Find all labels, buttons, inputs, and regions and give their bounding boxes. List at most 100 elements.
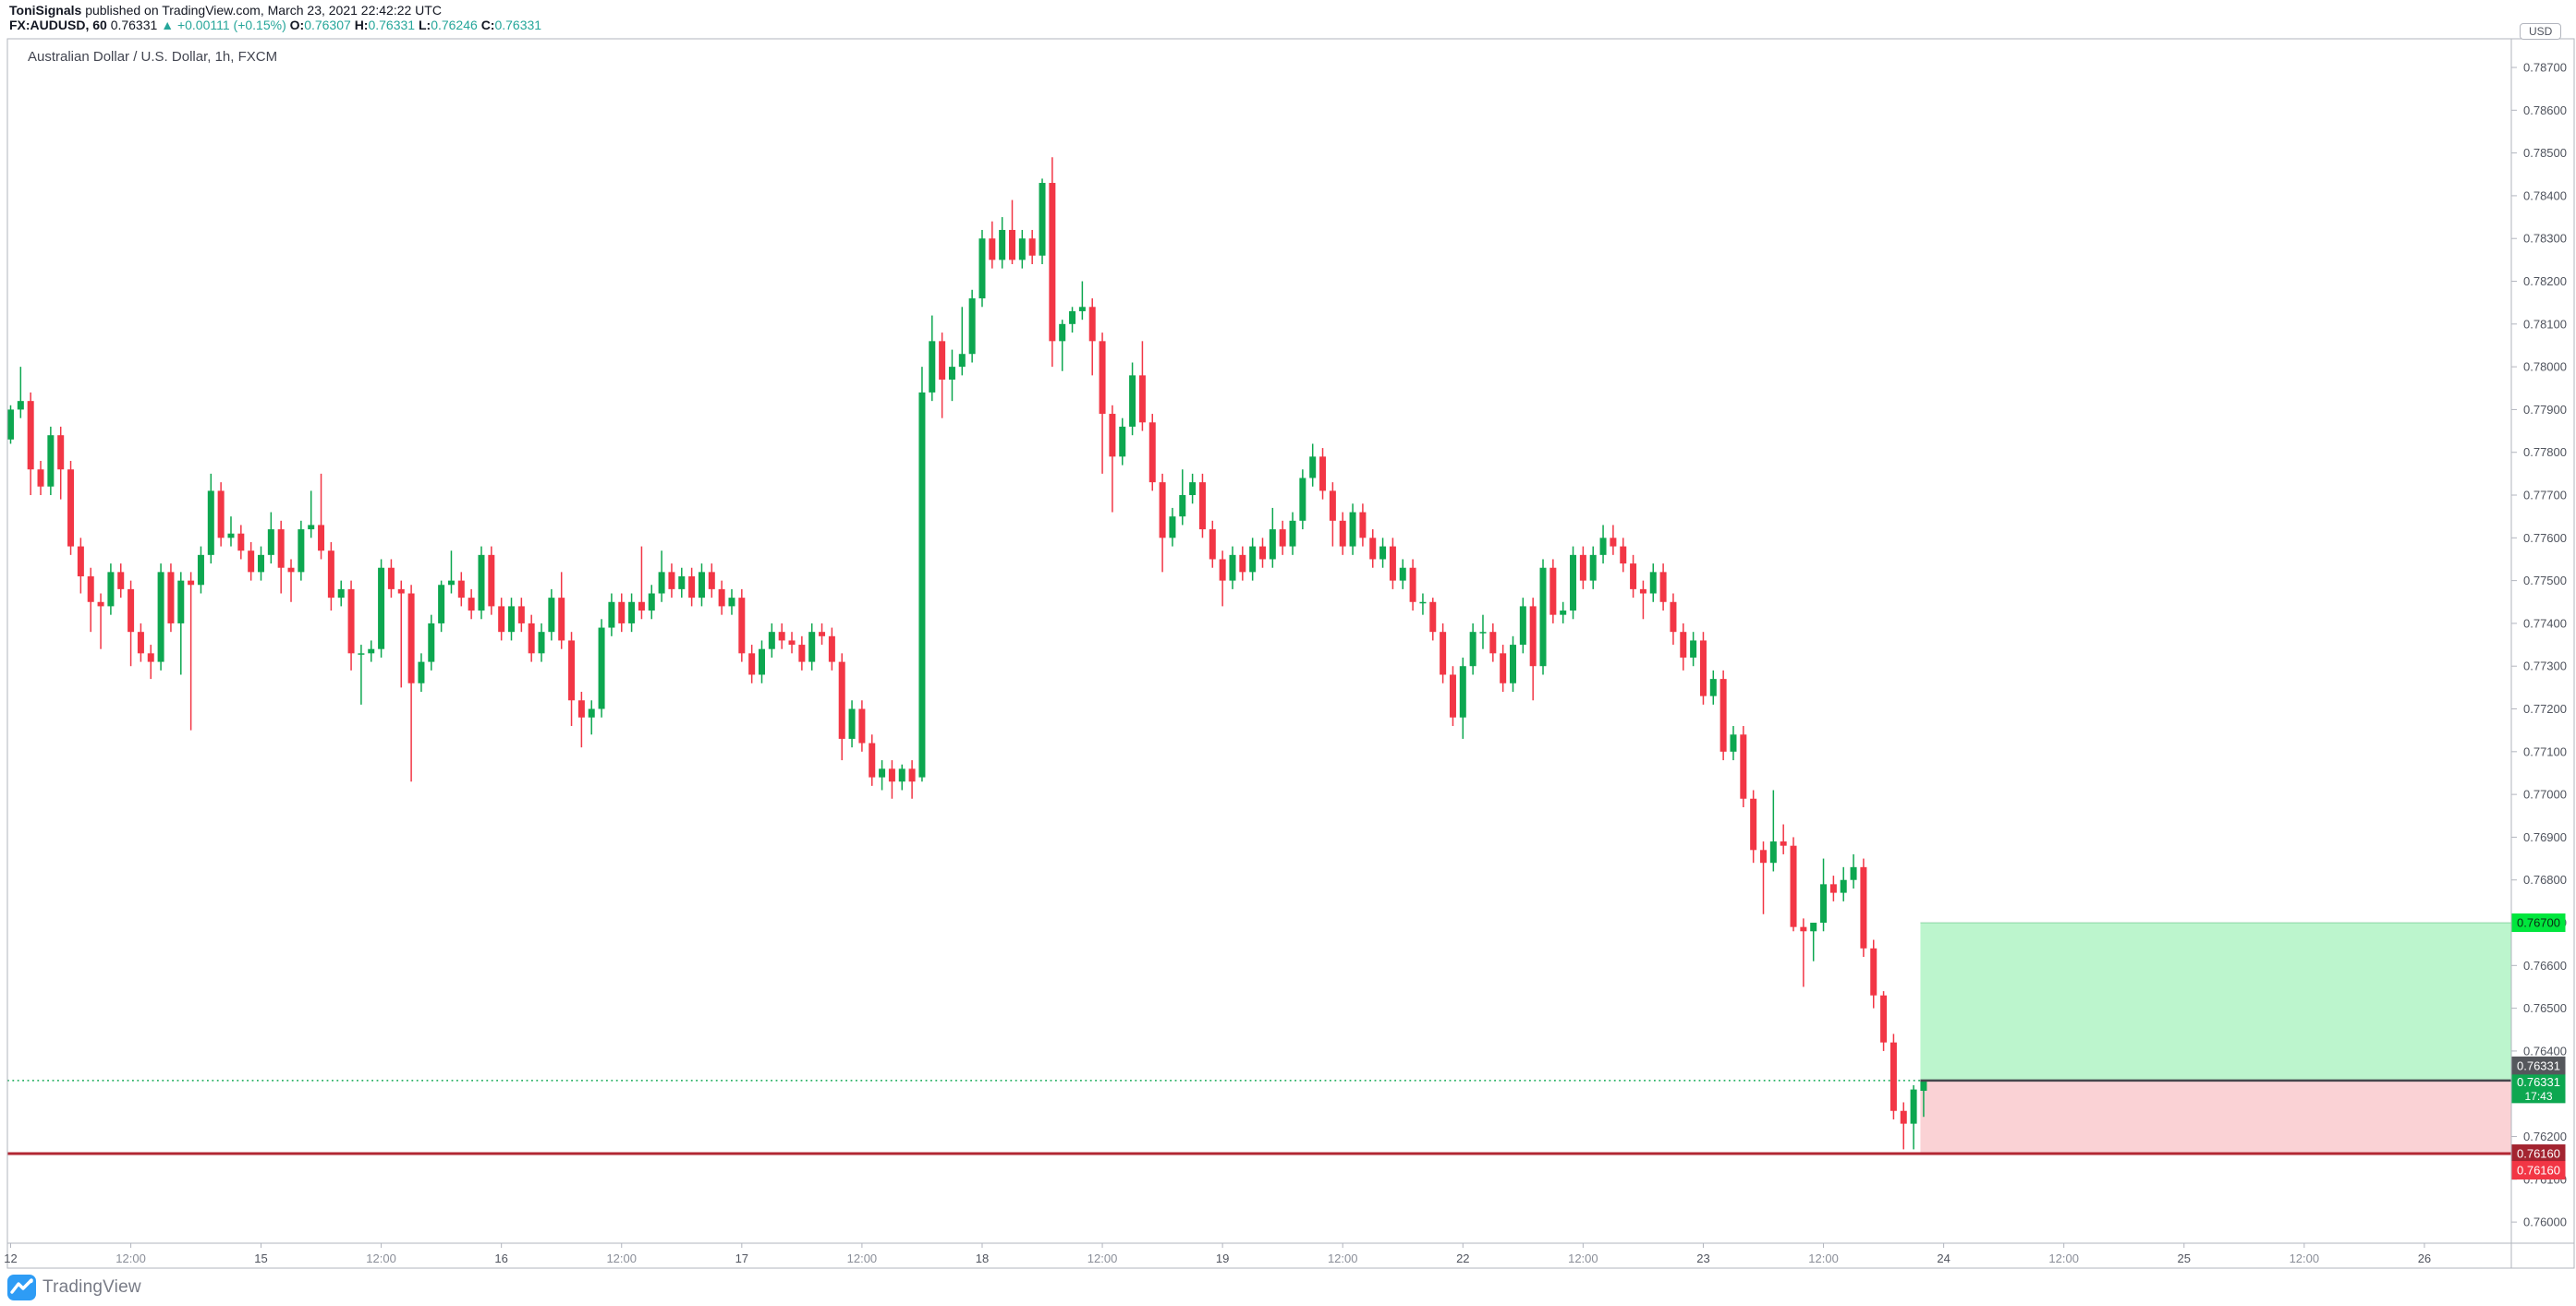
candle-up xyxy=(1169,507,1176,547)
candle-down xyxy=(77,538,84,594)
candle-down xyxy=(708,563,715,599)
price-tick-label: 0.78700 xyxy=(2523,61,2567,75)
candle-down xyxy=(688,567,696,607)
time-tick-day-label: 16 xyxy=(494,1252,507,1265)
time-axis[interactable]: 12 12:00 15 12:00 16 12:00 17 12:00 18 12:00 19 12:… xyxy=(4,1243,2431,1265)
time-tick-hour-label: 12:00 xyxy=(606,1252,637,1265)
svg-text:0.76331: 0.76331 xyxy=(2517,1075,2560,1089)
candle-up xyxy=(107,563,115,615)
candle-up xyxy=(1469,623,1476,675)
time-tick-day-label: 18 xyxy=(976,1252,989,1265)
candle-down xyxy=(1489,623,1497,662)
candle-down xyxy=(738,588,746,662)
candle-up xyxy=(1018,229,1026,269)
candle-up xyxy=(337,580,345,607)
candle-down xyxy=(1198,473,1206,538)
target-price-label: 0.76700 xyxy=(2511,913,2566,933)
candle-down xyxy=(1630,554,1637,599)
candle-up xyxy=(1690,632,1697,667)
open-value: 0.76307 xyxy=(304,18,351,32)
price-axis[interactable]: 0.78700 0.78600 0.78500 0.78400 0.78300 0.782… xyxy=(2511,61,2567,1229)
close-label: C: xyxy=(480,18,495,32)
candle-down xyxy=(558,572,565,649)
candle-down xyxy=(37,460,44,496)
candle-up xyxy=(848,700,856,748)
candle-down xyxy=(798,635,806,671)
last-price: 0.76331 xyxy=(110,18,158,32)
candle-down xyxy=(908,760,916,799)
candle-down xyxy=(1209,520,1216,568)
candle-down xyxy=(517,598,525,633)
candle-down xyxy=(1529,598,1537,701)
candle-down xyxy=(1610,525,1617,555)
candle-down xyxy=(237,525,245,560)
candle-up xyxy=(378,559,385,658)
candle-up xyxy=(929,315,936,402)
publish-line: ToniSignals published on TradingView.com… xyxy=(9,3,541,18)
low-label: L: xyxy=(418,18,431,32)
candle-down xyxy=(1670,593,1677,646)
price-tick-label: 0.77300 xyxy=(2523,659,2567,673)
candle-down xyxy=(1099,333,1106,474)
low-value: 0.76246 xyxy=(431,18,478,32)
candle-down xyxy=(347,580,355,671)
candle-down xyxy=(327,541,334,611)
candle-down xyxy=(577,692,585,748)
candle-up xyxy=(808,623,816,671)
candle-down xyxy=(1389,538,1396,589)
candle-down xyxy=(1219,550,1226,607)
candle-up xyxy=(628,593,636,633)
candle-up xyxy=(1570,546,1577,620)
candle-up xyxy=(298,520,305,581)
candle-down xyxy=(939,333,946,418)
candle-up xyxy=(648,585,655,620)
price-tick-label: 0.78500 xyxy=(2523,146,2567,160)
candlesticks xyxy=(7,157,1927,1150)
change-arrow-icon: ▲ xyxy=(161,18,175,32)
candle-up xyxy=(678,567,686,599)
price-tick-label: 0.77700 xyxy=(2523,489,2567,502)
symbol-interval: FX:AUDUSD, 60 xyxy=(9,18,107,32)
price-tick-label: 0.77100 xyxy=(2523,744,2567,758)
candle-up xyxy=(17,367,24,418)
candle-up xyxy=(728,588,735,615)
candle-down xyxy=(668,563,675,599)
candle-up xyxy=(1119,417,1126,466)
candle-up xyxy=(1539,559,1547,675)
candle-up xyxy=(267,512,274,564)
candle-down xyxy=(1339,512,1346,555)
candle-down xyxy=(1028,229,1036,265)
candle-down xyxy=(989,221,996,269)
candle-up xyxy=(588,700,595,735)
tradingview-logo-text: TradingView xyxy=(43,1277,141,1297)
time-tick-hour-label: 12:00 xyxy=(2290,1252,2320,1265)
candle-up xyxy=(768,623,775,658)
candle-down xyxy=(1159,473,1166,573)
candle-down xyxy=(1369,529,1377,568)
time-tick-day-label: 22 xyxy=(1456,1252,1469,1265)
candle-down xyxy=(1760,841,1767,914)
loss-zone[interactable] xyxy=(1920,1080,2511,1155)
candle-down xyxy=(1790,837,1797,932)
candle-up xyxy=(1560,601,1567,623)
candle-up xyxy=(258,546,264,581)
long-position-tool[interactable] xyxy=(1920,922,2511,1155)
candle-up xyxy=(207,473,214,564)
candle-up xyxy=(1850,853,1857,889)
candle-up xyxy=(478,546,485,620)
price-tick-label: 0.76400 xyxy=(2523,1044,2567,1058)
candle-down xyxy=(67,460,75,555)
time-tick-day-label: 19 xyxy=(1216,1252,1229,1265)
candle-down xyxy=(147,645,154,680)
candle-up xyxy=(1920,1080,1927,1118)
candle-down xyxy=(748,645,756,683)
candle-up xyxy=(948,349,955,402)
tradingview-logo[interactable]: TradingView xyxy=(7,1274,141,1301)
price-tick-label: 0.78200 xyxy=(2523,274,2567,288)
price-tick-label: 0.77400 xyxy=(2523,616,2567,630)
candle-down xyxy=(117,563,125,599)
profit-zone[interactable] xyxy=(1920,923,2511,1081)
candle-up xyxy=(1459,657,1466,739)
